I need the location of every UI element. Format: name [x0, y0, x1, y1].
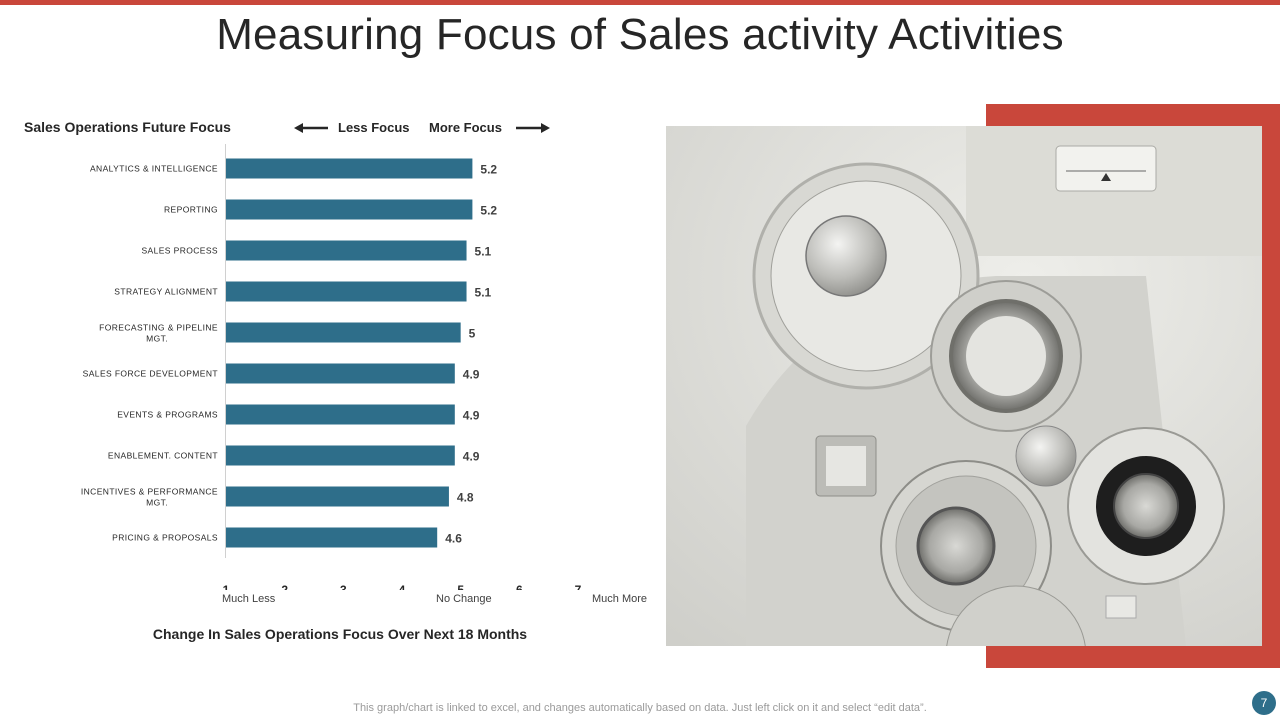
- bar: [226, 240, 467, 261]
- data-label: 5: [469, 327, 476, 341]
- bar: [226, 322, 461, 343]
- category-label: REPORTING: [164, 205, 218, 215]
- right-arrow-icon: [516, 123, 550, 133]
- bar: [226, 445, 455, 466]
- less-focus-label: Less Focus: [338, 120, 410, 135]
- data-label: 5.2: [480, 163, 497, 177]
- page-number-badge: 7: [1252, 691, 1276, 715]
- bar: [226, 527, 438, 548]
- x-axis-title: Change In Sales Operations Focus Over Ne…: [152, 626, 528, 642]
- bar: [226, 158, 473, 179]
- bar: [226, 486, 449, 507]
- more-focus-label: More Focus: [429, 120, 502, 135]
- bar: [226, 281, 467, 302]
- category-label: STRATEGY ALIGNMENT: [114, 287, 218, 297]
- scale-label-much-less: Much Less: [222, 593, 276, 605]
- x-tick-label: 6: [516, 583, 523, 590]
- bar-chart: 5.2 ANALYTICS & INTELLIGENCE 5.2 REPORTING 5…: [81, 144, 582, 590]
- category-label: SALES PROCESS: [141, 246, 218, 256]
- phoropter-photo: [666, 126, 1262, 646]
- x-tick-label: 3: [340, 583, 347, 590]
- category-label: INCENTIVES & PERFORMANCE MGT.: [81, 487, 218, 508]
- x-tick-label: 5: [457, 583, 464, 590]
- category-label: SALES FORCE DEVELOPMENT: [83, 369, 218, 379]
- category-label: FORECASTING & PIPELINE MGT.: [99, 323, 218, 344]
- bar: [226, 404, 455, 425]
- top-accent-bar: [0, 0, 1280, 5]
- x-tick-label: 1: [223, 583, 230, 590]
- slide-title: Measuring Focus of Sales activity Activi…: [216, 10, 1064, 59]
- data-label: 4.8: [457, 491, 474, 505]
- bar: [226, 199, 473, 220]
- left-arrow-icon: [294, 123, 328, 133]
- bar: [226, 363, 455, 384]
- data-label: 5.1: [475, 286, 492, 300]
- data-label: 4.9: [463, 409, 480, 423]
- data-label: 5.1: [475, 245, 492, 259]
- data-label: 5.2: [480, 204, 497, 218]
- data-label: 4.9: [463, 450, 480, 464]
- category-label: EVENTS & PROGRAMS: [117, 410, 218, 420]
- x-tick-label: 2: [281, 583, 288, 590]
- chart-title: Sales Operations Future Focus: [24, 119, 231, 135]
- category-label: ENABLEMENT. CONTENT: [108, 451, 218, 461]
- scale-label-no-change: No Change: [436, 593, 492, 605]
- data-label: 4.9: [463, 368, 480, 382]
- footnote: This graph/chart is linked to excel, and…: [353, 702, 927, 714]
- x-tick-label: 4: [399, 583, 406, 590]
- x-tick-label: 7: [575, 583, 582, 590]
- category-label: PRICING & PROPOSALS: [112, 533, 218, 543]
- category-label: ANALYTICS & INTELLIGENCE: [90, 164, 218, 174]
- scale-label-much-more: Much More: [592, 593, 648, 605]
- data-label: 4.6: [445, 532, 462, 546]
